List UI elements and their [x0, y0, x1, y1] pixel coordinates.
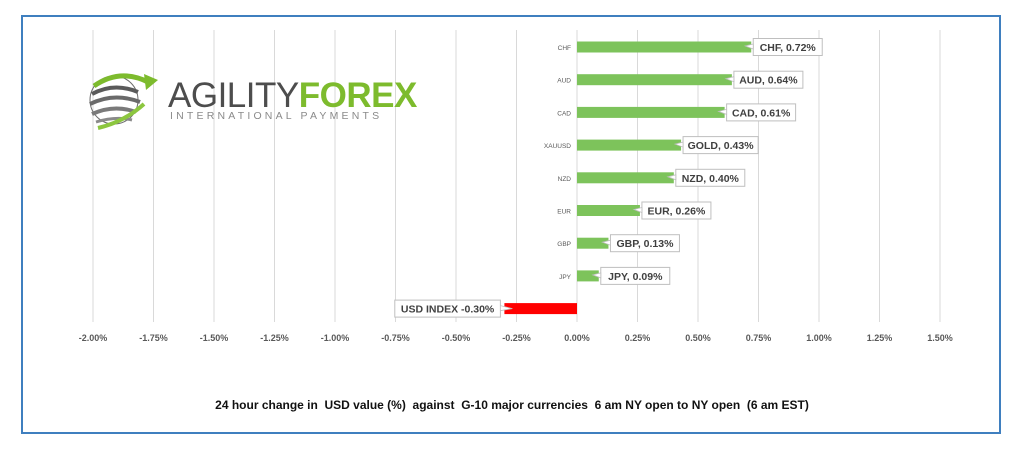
x-tick-label: 0.00% — [564, 333, 590, 343]
data-label: AUD, 0.64% — [739, 75, 798, 87]
category-label: AUD — [557, 78, 571, 85]
x-tick-label: 1.50% — [927, 333, 953, 343]
data-label-pointer — [724, 76, 735, 83]
agility-forex-logo: AGILITYFOREX INTERNATIONAL PAYMENTS — [84, 64, 417, 134]
data-label-pointer — [601, 239, 611, 246]
chart-caption: 24 hour change in USD value (%) against … — [215, 398, 809, 412]
data-label-pointer — [673, 141, 684, 148]
data-labels: CHF, 0.72% AUD, 0.64% CAD, 0.61% GOLD, 0.43… — [394, 38, 823, 318]
bar — [577, 205, 640, 216]
bar — [577, 106, 725, 118]
data-label: EUR, 0.26% — [648, 206, 706, 218]
data-label-pointer — [666, 174, 677, 181]
data-label: GBP, 0.13% — [616, 238, 674, 250]
data-label-pointer — [632, 206, 643, 214]
data-label: USD INDEX -0.30% — [401, 304, 495, 316]
x-tick-label: -0.25% — [502, 333, 531, 343]
bar — [504, 303, 577, 315]
data-label-pointer — [717, 108, 728, 115]
logo-tagline: INTERNATIONAL PAYMENTS — [170, 110, 383, 122]
bar — [577, 41, 752, 53]
data-label-pointer — [591, 272, 602, 279]
x-axis-tick-labels: -2.00% -1.75% -1.50% -1.25% -1.00% -0.75% -0.5… — [79, 333, 953, 343]
category-label: NZD — [558, 176, 572, 183]
x-tick-label: 1.25% — [867, 333, 893, 343]
data-label: CAD, 0.61% — [732, 107, 791, 119]
data-label: JPY, 0.09% — [608, 271, 663, 283]
x-tick-label: -2.00% — [79, 333, 108, 343]
bar — [577, 74, 732, 86]
x-tick-label: -1.00% — [321, 333, 350, 343]
x-tick-label: -0.75% — [381, 333, 410, 343]
category-label: GBP — [557, 241, 571, 248]
bar — [577, 270, 599, 282]
category-label: CAD — [557, 110, 571, 117]
x-tick-label: -1.75% — [139, 333, 168, 343]
category-label: XAUUSD — [544, 143, 571, 150]
bar — [577, 172, 674, 184]
bar — [577, 139, 682, 151]
category-labels: CHF AUD CAD XAUUSD NZD EUR GBP JPY — [544, 45, 572, 281]
category-label: CHF — [558, 45, 571, 52]
x-tick-label: 1.00% — [806, 333, 832, 343]
bar — [577, 237, 609, 249]
category-label: JPY — [559, 274, 572, 281]
globe-swoosh-icon — [89, 73, 158, 130]
chart-frame — [21, 15, 1001, 434]
data-label-pointer — [500, 305, 513, 312]
data-label-pointer — [743, 43, 754, 50]
data-label: NZD, 0.40% — [682, 173, 740, 185]
data-label: GOLD, 0.43% — [688, 140, 755, 152]
x-tick-label: -1.25% — [260, 333, 289, 343]
bars — [504, 41, 752, 315]
data-label: CHF, 0.72% — [760, 42, 817, 54]
x-tick-label: -0.50% — [442, 333, 471, 343]
x-tick-label: 0.50% — [685, 333, 711, 343]
x-tick-label: -1.50% — [200, 333, 229, 343]
category-label: EUR — [557, 209, 571, 216]
x-tick-label: 0.75% — [746, 333, 772, 343]
x-tick-label: 0.25% — [625, 333, 651, 343]
logo-wordmark: AGILITYFOREX — [168, 76, 417, 115]
